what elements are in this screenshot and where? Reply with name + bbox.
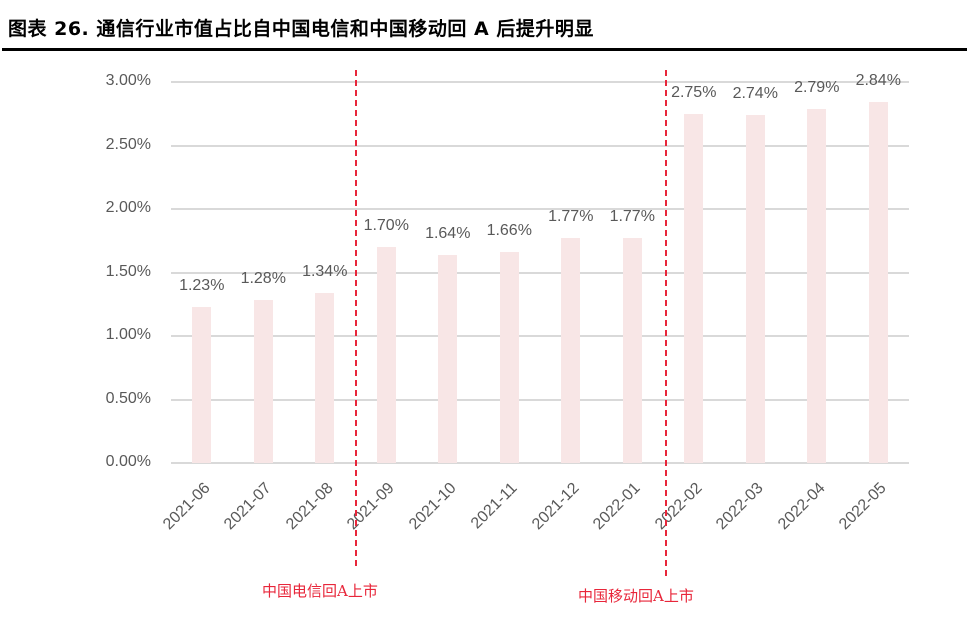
event-annotation: 中国电信回A上市 xyxy=(262,582,378,600)
event-annotation: 中国移动回A上市 xyxy=(578,587,694,605)
y-tick-label: 3.00% xyxy=(105,72,151,89)
y-tick-label: 2.00% xyxy=(105,199,151,216)
data-label: 1.77% xyxy=(609,208,655,226)
bar-2022-02 xyxy=(684,113,704,463)
data-label: 2.74% xyxy=(732,85,778,103)
bar-2022-05 xyxy=(868,102,888,463)
bar-2022-01 xyxy=(622,238,642,463)
chart-title: 图表 26. 通信行业市值占比自中国电信和中国移动回 A 后提升明显 xyxy=(8,18,594,40)
data-label: 1.28% xyxy=(240,270,286,288)
gridline xyxy=(171,81,909,83)
bar-2021-11 xyxy=(499,252,519,463)
bar-2021-09 xyxy=(376,247,396,463)
bar-2022-04 xyxy=(807,108,827,463)
bar-2021-08 xyxy=(315,292,335,463)
gridline xyxy=(171,271,909,274)
data-label: 2.84% xyxy=(855,72,901,90)
data-label: 1.34% xyxy=(302,262,348,280)
data-label: 1.66% xyxy=(486,222,532,240)
data-label: 1.77% xyxy=(548,208,594,226)
data-label: 2.75% xyxy=(671,83,717,101)
bar-2021-12 xyxy=(561,238,581,463)
gridline xyxy=(171,335,909,337)
bar-2021-10 xyxy=(438,254,458,463)
data-label: 2.79% xyxy=(794,78,840,96)
title-underline xyxy=(2,48,967,51)
bar-2021-07 xyxy=(253,300,273,463)
data-label: 1.70% xyxy=(363,217,409,235)
gridline xyxy=(171,144,909,147)
data-label: 1.64% xyxy=(425,224,471,242)
y-tick-label: 2.50% xyxy=(105,135,151,153)
y-tick-label: 1.50% xyxy=(105,262,151,280)
bar-2022-03 xyxy=(745,115,765,463)
gridline xyxy=(171,398,909,401)
data-label: 1.23% xyxy=(179,276,225,294)
y-tick-label: 0.00% xyxy=(105,453,151,470)
event-marker-line xyxy=(355,70,357,566)
gridline xyxy=(171,462,909,464)
bar-2021-06 xyxy=(192,306,212,463)
y-tick-label: 1.00% xyxy=(105,326,151,343)
event-marker-line xyxy=(665,70,667,576)
y-tick-label: 0.50% xyxy=(105,389,151,407)
gridline xyxy=(171,208,909,210)
